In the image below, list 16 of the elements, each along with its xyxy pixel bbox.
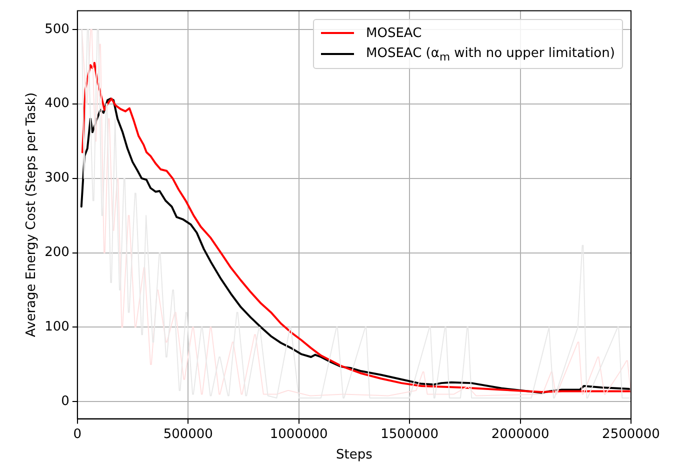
y-tick-label: 500 (44, 22, 70, 37)
x-axis-title: Steps (336, 448, 373, 463)
y-tick-label: 300 (44, 170, 70, 186)
y-tick-label: 100 (44, 320, 70, 335)
y-tick-label: 400 (44, 96, 70, 112)
x-tick-label: 2500000 (602, 426, 660, 442)
x-tick-label: 1500000 (380, 426, 439, 442)
x-tick-label: 500000 (163, 426, 213, 442)
x-tick-label: 1000000 (270, 426, 328, 442)
y-axis-title: Average Energy Cost (Steps per Task) (24, 92, 40, 338)
y-tick-label: 200 (44, 245, 70, 260)
x-tick-label: 0 (73, 426, 82, 442)
y-tick-label: 0 (61, 394, 70, 410)
x-tick-label: 2000000 (491, 426, 550, 442)
legend-label: MOSEAC (366, 26, 422, 41)
legend-label: MOSEAC (α$_{m}$ with no upper limitation) (366, 46, 615, 64)
